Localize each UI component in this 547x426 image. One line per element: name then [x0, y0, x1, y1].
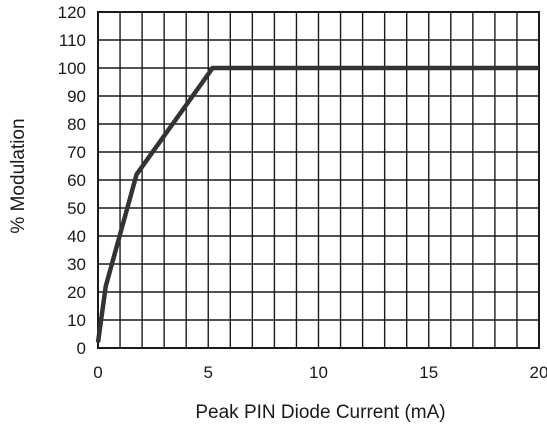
y-tick-label: 110 — [59, 31, 86, 50]
y-tick-label: 100 — [58, 59, 86, 78]
x-tick-label: 10 — [309, 363, 328, 382]
x-tick-label: 5 — [204, 363, 213, 382]
x-tick-label: 15 — [419, 363, 438, 382]
plot-frame — [97, 11, 540, 349]
y-tick-label: 80 — [67, 115, 86, 134]
y-axis-title: % Modulation — [8, 118, 29, 233]
x-tick-label: 0 — [93, 363, 102, 382]
x-axis-title: Peak PIN Diode Current (mA) — [195, 402, 445, 423]
plot-border — [97, 11, 540, 349]
y-tick-label: 30 — [67, 255, 86, 274]
y-tick-label: 20 — [67, 283, 86, 302]
y-tick-label: 40 — [67, 227, 86, 246]
y-tick-label: 70 — [67, 143, 86, 162]
x-tick-label: 20 — [530, 363, 547, 382]
data-series-line — [95, 65, 539, 343]
y-tick-label: 120 — [58, 3, 86, 22]
y-tick-label: 90 — [67, 87, 86, 106]
y-tick-label: 10 — [67, 311, 86, 330]
chart-grid — [98, 12, 539, 348]
y-tick-label: 50 — [67, 199, 86, 218]
data-series-group — [95, 65, 539, 343]
y-tick-label: 0 — [77, 339, 86, 358]
y-axis-ticks: 0 10 20 30 40 50 60 70 80 90 100 110 120 — [58, 3, 86, 358]
y-tick-label: 60 — [67, 171, 86, 190]
x-axis-ticks: 0 5 10 15 20 — [93, 363, 547, 382]
